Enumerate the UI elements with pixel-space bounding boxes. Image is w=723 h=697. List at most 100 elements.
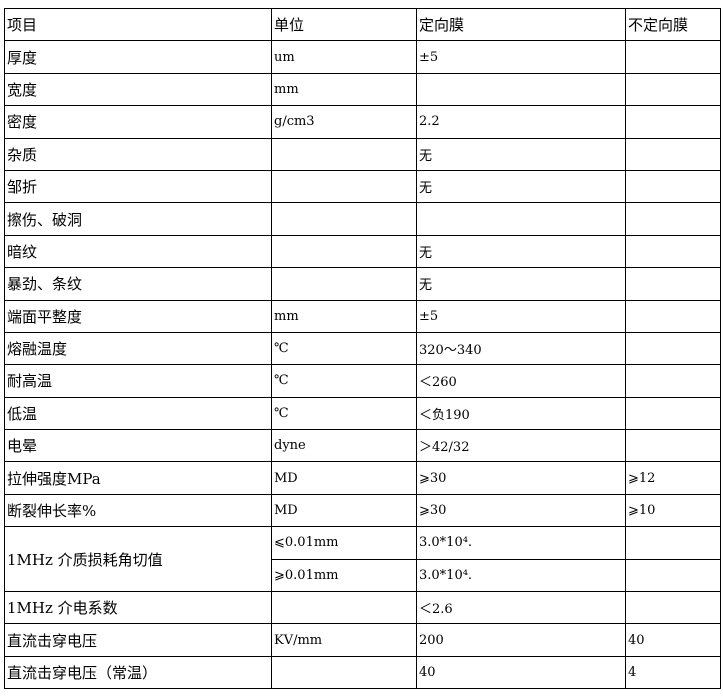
unit-cell [271, 655, 417, 690]
item-cell: 低温 [4, 396, 272, 431]
unit-cell: um [271, 40, 417, 74]
non-oriented-cell [625, 234, 721, 269]
item-cell: 邹折 [4, 169, 272, 204]
unit-cell: mm [271, 299, 417, 333]
unit-cell: KV/mm [271, 623, 417, 657]
oriented-cell: ⩾30 [416, 493, 626, 528]
oriented-cell: 2.2 [416, 105, 626, 139]
unit-cell: mm [271, 72, 417, 107]
table-row: 耐高温 ℃ ＜260 [4, 364, 721, 398]
oriented-cell: 无 [416, 137, 626, 171]
non-oriented-cell [625, 396, 721, 431]
non-oriented-cell: 40 [625, 623, 721, 657]
non-oriented-cell [625, 72, 721, 107]
oriented-cell: 3.0*10⁴. [416, 526, 626, 560]
spec-table: 项目 单位 定向膜 不定向膜 厚度 um ±5 宽度 mm 密度 g/cm3 2.2 杂质无邹折无擦伤、… [4, 7, 721, 690]
header-non-oriented-cell: 不定向膜 [625, 7, 721, 42]
non-oriented-cell: 4 [625, 655, 721, 690]
non-oriented-cell [625, 364, 721, 398]
item-cell: 杂质 [4, 137, 272, 171]
oriented-cell: 320～340 [416, 331, 626, 366]
oriented-cell: 40 [416, 655, 626, 690]
oriented-cell: 无 [416, 234, 626, 269]
unit-cell: ⩽0.01mm [271, 526, 417, 560]
oriented-cell: 无 [416, 169, 626, 204]
non-oriented-cell [625, 591, 721, 625]
oriented-cell: 无 [416, 267, 626, 301]
unit-cell [271, 169, 417, 204]
header-row: 项目 单位 定向膜 不定向膜 [4, 7, 721, 42]
table-row: 电晕 dyne ＞42/32 [4, 429, 721, 463]
item-cell: 端面平整度 [4, 299, 272, 333]
table-row: 1MHz 介电系数 ＜2.6 [4, 591, 721, 625]
oriented-cell: ＜负190 [416, 396, 626, 431]
unit-cell [271, 234, 417, 269]
non-oriented-cell [625, 526, 721, 560]
non-oriented-cell [625, 299, 721, 333]
unit-cell: ℃ [271, 364, 417, 398]
oriented-cell: ＜2.6 [416, 591, 626, 625]
item-cell: 密度 [4, 105, 272, 139]
header-oriented-cell: 定向膜 [416, 7, 626, 42]
oriented-cell: ＜260 [416, 364, 626, 398]
item-cell: 拉伸强度MPa [4, 461, 272, 495]
item-cell: 1MHz 介质损耗角切值 [4, 526, 272, 593]
non-oriented-cell [625, 137, 721, 171]
non-oriented-cell [625, 202, 721, 236]
table-row: 断裂伸长率% MD ⩾30 ⩾10 [4, 493, 721, 528]
unit-cell [271, 202, 417, 236]
table-row: 杂质 无 [4, 137, 721, 171]
table-row: 宽度 mm [4, 72, 721, 107]
oriented-cell: ⩾30 [416, 461, 626, 495]
unit-cell [271, 267, 417, 301]
item-cell: 耐高温 [4, 364, 272, 398]
unit-cell: MD [271, 461, 417, 495]
non-oriented-cell [625, 40, 721, 74]
item-cell: 电晕 [4, 429, 272, 463]
item-cell: 1MHz 介电系数 [4, 591, 272, 625]
table-row: 熔融温度 ℃ 320～340 [4, 331, 721, 366]
non-oriented-cell [625, 169, 721, 204]
unit-cell: ℃ [271, 396, 417, 431]
oriented-cell [416, 202, 626, 236]
table-row: 1MHz 介质损耗角切值 ⩽0.01mm 3.0*10⁴. [4, 526, 721, 593]
item-cell: 暗纹 [4, 234, 272, 269]
table-row: 厚度 um ±5 [4, 40, 721, 74]
unit-cell: MD [271, 493, 417, 528]
non-oriented-cell: ⩾10 [625, 493, 721, 528]
unit-cell: ⩾0.01mm [271, 558, 417, 593]
unit-cell [271, 591, 417, 625]
oriented-cell: ±5 [416, 299, 626, 333]
non-oriented-cell [625, 105, 721, 139]
oriented-cell: ±5 [416, 40, 626, 74]
non-oriented-cell [625, 429, 721, 463]
item-cell: 断裂伸长率% [4, 493, 272, 528]
unit-cell [271, 137, 417, 171]
non-oriented-cell [625, 331, 721, 366]
item-cell: 熔融温度 [4, 331, 272, 366]
item-cell: 直流击穿电压 [4, 623, 272, 657]
table-row: 暴劲、条纹 无 [4, 267, 721, 301]
table-row: ⩾0.01mm 3.0*10⁴. [5, 558, 721, 593]
oriented-cell: ＞42/32 [416, 429, 626, 463]
item-cell: 擦伤、破洞 [4, 202, 272, 236]
unit-cell: g/cm3 [271, 105, 417, 139]
oriented-cell [416, 72, 626, 107]
item-cell: 厚度 [4, 40, 272, 74]
table-row: 直流击穿电压（常温） 40 4 [4, 655, 721, 690]
non-oriented-cell [625, 267, 721, 301]
table-row: 拉伸强度MPa MD ⩾30 ⩾12 [4, 461, 721, 495]
table-row: 端面平整度 mm ±5 [4, 299, 721, 333]
item-cell: 直流击穿电压（常温） [4, 655, 272, 690]
header-item-cell: 项目 [4, 7, 272, 42]
non-oriented-cell [625, 558, 721, 593]
header-unit-cell: 单位 [271, 7, 417, 42]
oriented-cell: 200 [416, 623, 626, 657]
unit-cell: dyne [271, 429, 417, 463]
table-row: 低温 ℃ ＜负190 [4, 396, 721, 431]
non-oriented-cell: ⩾12 [625, 461, 721, 495]
table-row: 直流击穿电压 KV/mm 200 40 [4, 623, 721, 657]
oriented-cell: 3.0*10⁴. [416, 558, 626, 593]
unit-cell: ℃ [271, 331, 417, 366]
table-row: 邹折 无 [4, 169, 721, 204]
